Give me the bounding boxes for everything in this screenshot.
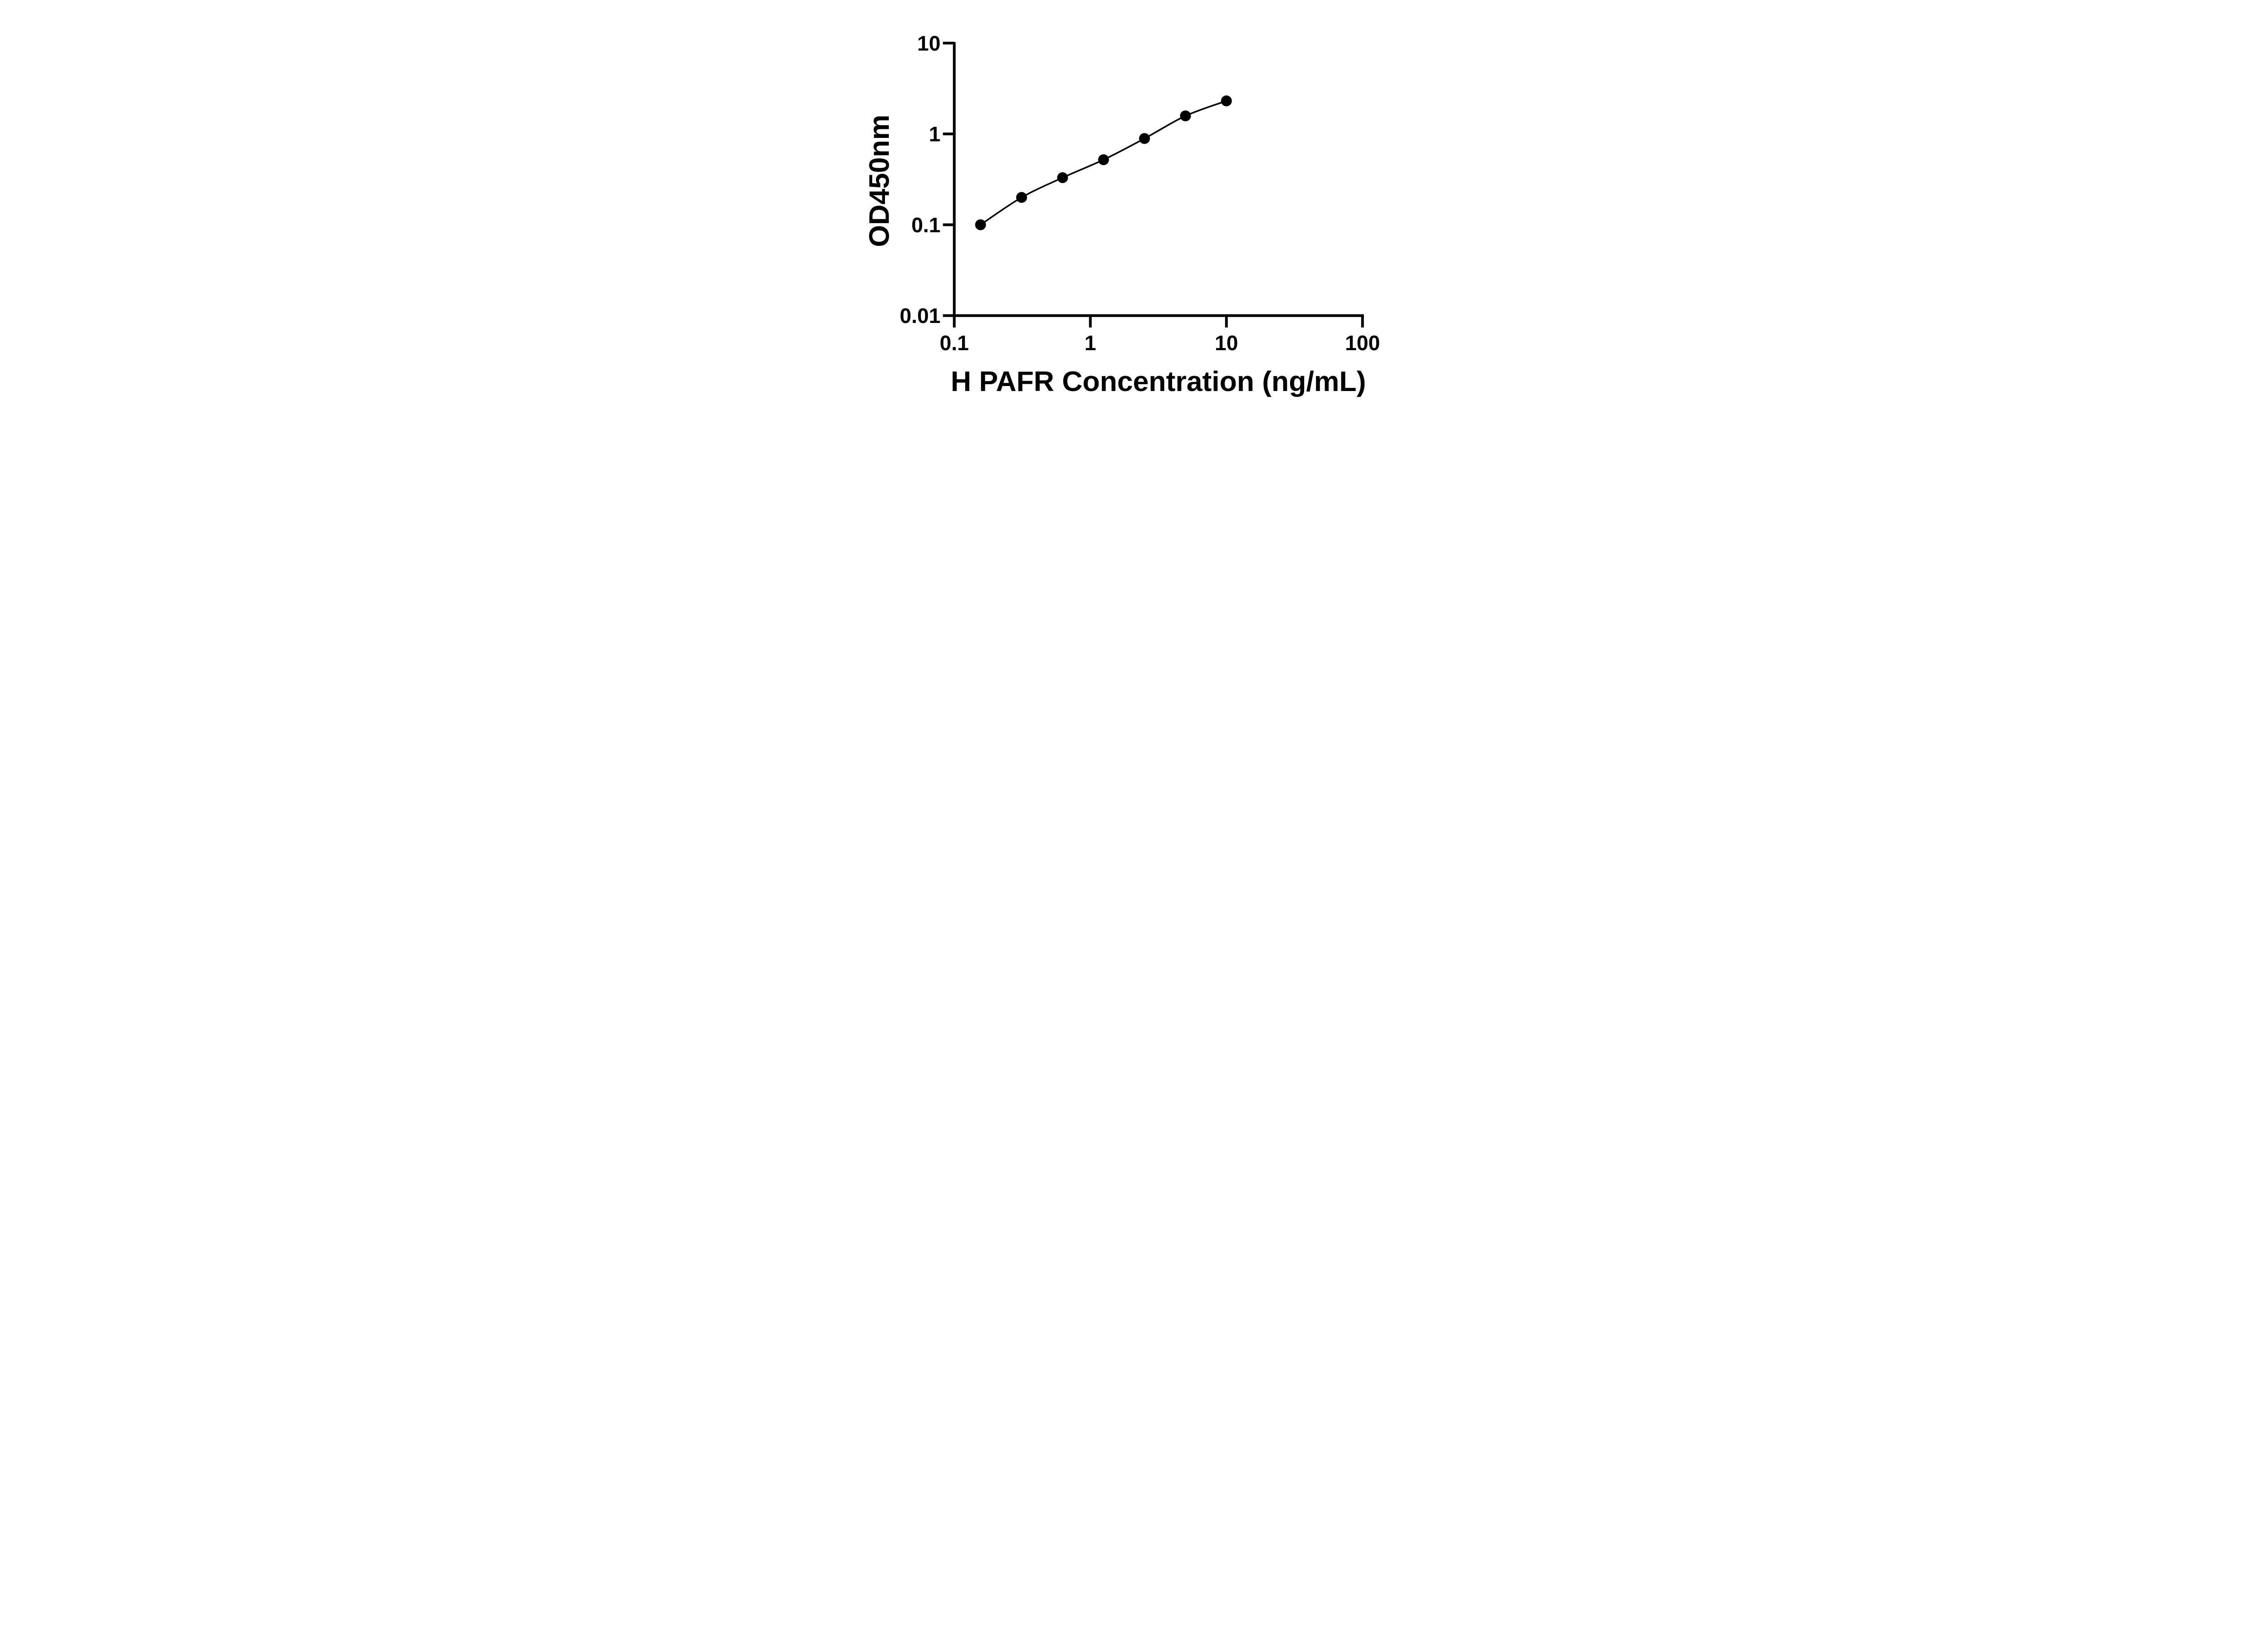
data-point-0.3125 bbox=[1016, 192, 1027, 203]
y-axis-title: OD450nm bbox=[863, 115, 895, 247]
data-point-0.625 bbox=[1057, 172, 1068, 183]
y-tick-label-0.01: 0.01 bbox=[899, 304, 940, 328]
data-point-5 bbox=[1180, 110, 1191, 122]
data-point-2.5 bbox=[1139, 133, 1150, 144]
data-point-10 bbox=[1221, 95, 1232, 107]
x-axis-title: H PAFR Concentration (ng/mL) bbox=[951, 366, 1366, 397]
plot-background bbox=[843, 5, 1425, 414]
data-point-1.25 bbox=[1098, 154, 1109, 166]
elisa-standard-curve-figure: 0.1 1 10 100 10 1 0.1 0.01 H PAFR Concentration… bbox=[843, 5, 1425, 414]
x-tick-label-1: 1 bbox=[1085, 331, 1096, 355]
x-tick-label-100: 100 bbox=[1345, 331, 1380, 355]
x-tick-label-0.1: 0.1 bbox=[940, 331, 969, 355]
y-tick-label-1: 1 bbox=[929, 122, 941, 146]
y-tick-label-0.1: 0.1 bbox=[911, 213, 940, 237]
y-tick-label-10: 10 bbox=[917, 31, 940, 55]
data-point-0.156 bbox=[975, 219, 986, 230]
x-tick-label-10: 10 bbox=[1215, 331, 1238, 355]
